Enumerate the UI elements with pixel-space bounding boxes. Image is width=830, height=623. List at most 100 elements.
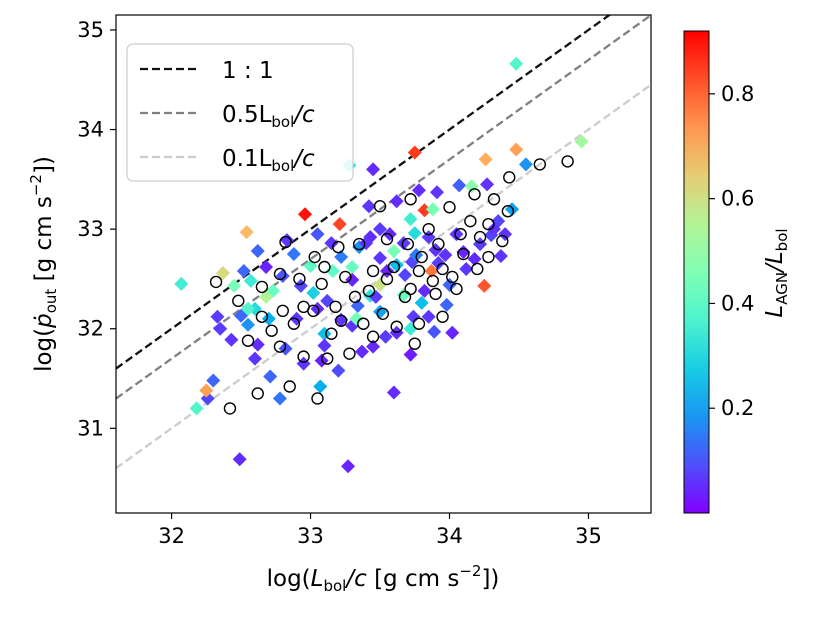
diamond-point [421, 309, 436, 324]
diamond-point [464, 179, 479, 194]
open-circle-point [321, 352, 334, 365]
diamond-point [310, 227, 325, 242]
open-circle-point [343, 347, 356, 360]
open-circle-point [279, 235, 292, 249]
open-circle-point [366, 264, 380, 278]
open-circle-point [471, 262, 484, 276]
reference-lines [116, 15, 651, 470]
x-axis-ticks: 32 33 34 35 [158, 513, 602, 548]
open-circle-point [255, 310, 269, 323]
diamond-point [478, 152, 493, 167]
diamond-point [427, 324, 442, 339]
diamond-point [241, 317, 256, 332]
diamond-point [414, 295, 429, 310]
diamond-point [389, 194, 404, 209]
diamond-point [425, 202, 440, 217]
open-circle-point [232, 294, 245, 308]
open-circle-point [464, 214, 477, 228]
diamond-point [250, 244, 265, 259]
diamond-point [574, 134, 589, 149]
diamond-point [345, 259, 360, 274]
diamond-point [286, 247, 301, 262]
diamond-point [366, 162, 381, 177]
open-circle-point [473, 230, 487, 244]
diamond-point [438, 248, 453, 263]
open-circle-point [482, 217, 495, 231]
open-circle-point [422, 222, 435, 236]
svg-text:log(ṗout [g cm s−2]): log(ṗout [g cm s−2]) [27, 156, 60, 372]
diamond-point [334, 250, 349, 265]
diamond-point [396, 236, 411, 251]
open-circle-point [297, 350, 310, 363]
diamond-point [452, 178, 467, 193]
open-circle-point [487, 193, 501, 206]
legend-box [126, 43, 354, 182]
open-circle-point [503, 171, 516, 184]
diamond-point [250, 337, 265, 352]
diamond-point [518, 157, 533, 172]
diamond-point [306, 285, 321, 300]
diamond-point [324, 236, 339, 251]
open-circle-point [325, 327, 338, 340]
open-circle-point [468, 188, 481, 201]
diamond-point [378, 329, 393, 344]
diamond-point [241, 301, 256, 316]
reference-line-0 [116, 15, 612, 370]
open-circle-point [273, 267, 287, 281]
open-circle-point [366, 330, 380, 343]
open-circle-point [287, 317, 301, 330]
open-circle-point [308, 250, 321, 264]
svg-text:LAGN/Lbol: LAGN/Lbol [762, 228, 791, 317]
open-circle-point [454, 227, 467, 241]
diamond-point [407, 226, 422, 241]
diamond-point [373, 277, 388, 292]
x-tick-label: 32 [158, 524, 185, 548]
open-circle-point [332, 240, 345, 254]
open-circle-point [223, 402, 237, 415]
diamond-point [373, 222, 388, 237]
colorbar-tick-label: 0.8 [721, 82, 754, 106]
diamond-point [341, 459, 356, 474]
open-circle-point [390, 320, 403, 333]
open-circle-point [429, 287, 442, 301]
x-axis-label: log(Lbol/c [g cm s−2]) [267, 562, 500, 595]
diamond-point [386, 385, 401, 400]
diamond-point [232, 452, 247, 467]
x-tick-label: 33 [297, 524, 324, 548]
diamond-point [509, 142, 524, 157]
open-circle-point [276, 304, 289, 318]
open-circle-point [432, 237, 445, 251]
diamond-point [272, 391, 287, 406]
diamond-point [174, 276, 189, 291]
open-circle-point [561, 155, 574, 168]
diamond-point [411, 183, 426, 198]
x-tick-label: 35 [575, 524, 602, 548]
open-circle-point [450, 282, 463, 296]
diamond-point [332, 217, 347, 232]
open-circle-point [436, 310, 449, 323]
open-circle-point [533, 158, 547, 171]
diamond-point [354, 344, 369, 359]
reference-line-1 [116, 15, 651, 400]
y-axis-label: log(ṗout [g cm s−2]) [27, 156, 60, 372]
diamond-point [498, 227, 513, 242]
diamond-point [428, 243, 443, 258]
open-circle-point [339, 270, 352, 284]
diamond-point [189, 401, 204, 416]
open-circle-point [311, 392, 324, 405]
x-tick-label: 34 [436, 524, 463, 548]
diamond-point [449, 227, 464, 242]
diamond-point [386, 244, 401, 259]
diamond-point [331, 363, 346, 378]
colorbar-tick-label: 0.6 [721, 187, 754, 211]
diamond-point [297, 207, 312, 222]
diamond-point [261, 311, 276, 326]
open-circle-point [373, 200, 387, 213]
diamond-point [259, 259, 274, 274]
colorbar-label: LAGN/Lbol [762, 228, 791, 317]
open-circle-point [293, 272, 306, 286]
diamond-point [439, 297, 454, 312]
diamond-point [406, 309, 421, 324]
open-circle-point [380, 272, 394, 286]
